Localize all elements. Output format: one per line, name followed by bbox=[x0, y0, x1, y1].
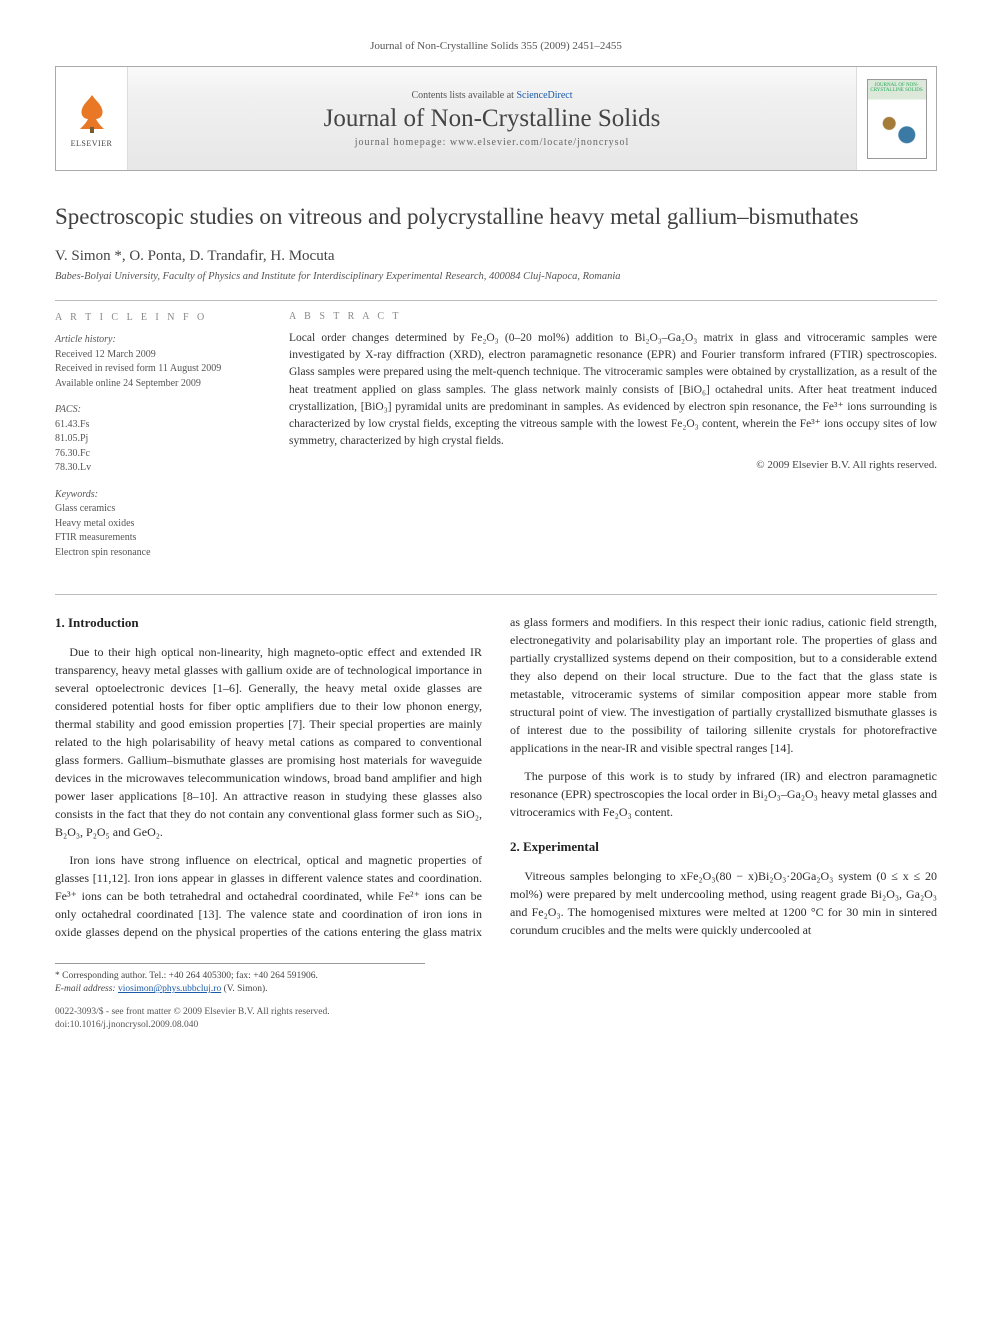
rule-top bbox=[55, 300, 937, 301]
article-info-head: A R T I C L E I N F O bbox=[55, 311, 255, 326]
abstract-copyright: © 2009 Elsevier B.V. All rights reserved… bbox=[289, 459, 937, 471]
footnote-email-label: E-mail address: bbox=[55, 984, 116, 994]
pacs-code: 61.43.Fs bbox=[55, 418, 255, 433]
journal-cover-thumb: JOURNAL OF NON-CRYSTALLINE SOLIDS bbox=[867, 79, 927, 159]
footnote-corr: * Corresponding author. Tel.: +40 264 40… bbox=[55, 970, 425, 983]
authors: V. Simon *, O. Ponta, D. Trandafir, H. M… bbox=[55, 248, 937, 265]
journal-homepage: journal homepage: www.elsevier.com/locat… bbox=[355, 137, 630, 148]
abstract-body: Local order changes determined by Fe₂O₃ … bbox=[289, 330, 937, 451]
article-info-column: A R T I C L E I N F O Article history: R… bbox=[55, 311, 255, 573]
journal-name: Journal of Non-Crystalline Solids bbox=[324, 105, 661, 133]
affiliation: Babes-Bolyai University, Faculty of Phys… bbox=[55, 271, 937, 282]
publisher-label: ELSEVIER bbox=[71, 139, 113, 148]
history-label: Article history: bbox=[55, 333, 255, 348]
section-1-head: 1. Introduction bbox=[55, 613, 482, 633]
corresponding-footnote: * Corresponding author. Tel.: +40 264 40… bbox=[55, 963, 425, 997]
keyword: FTIR measurements bbox=[55, 531, 255, 546]
pacs-code: 78.30.Lv bbox=[55, 461, 255, 476]
keyword: Electron spin resonance bbox=[55, 546, 255, 561]
sciencedirect-link[interactable]: ScienceDirect bbox=[516, 90, 572, 101]
cover-thumb-block: JOURNAL OF NON-CRYSTALLINE SOLIDS bbox=[856, 67, 936, 170]
contents-prefix: Contents lists available at bbox=[411, 90, 516, 101]
publisher-logo-block: ELSEVIER bbox=[56, 67, 128, 170]
pacs-label: PACS: bbox=[55, 403, 255, 418]
front-matter-line: 0022-3093/$ - see front matter © 2009 El… bbox=[55, 1006, 937, 1019]
running-head: Journal of Non-Crystalline Solids 355 (2… bbox=[55, 40, 937, 52]
journal-banner: ELSEVIER Contents lists available at Sci… bbox=[55, 66, 937, 171]
footnote-email-link[interactable]: viosimon@phys.ubbcluj.ro bbox=[118, 984, 221, 994]
footnote-email-suffix: (V. Simon). bbox=[224, 984, 268, 994]
contents-line: Contents lists available at ScienceDirec… bbox=[411, 90, 572, 101]
section-2-head: 2. Experimental bbox=[510, 837, 937, 857]
pacs-code: 81.05.Pj bbox=[55, 432, 255, 447]
keywords-block: Keywords: Glass ceramics Heavy metal oxi… bbox=[55, 488, 255, 561]
pacs-code: 76.30.Fc bbox=[55, 447, 255, 462]
abstract-head: A B S T R A C T bbox=[289, 311, 937, 322]
keyword: Glass ceramics bbox=[55, 502, 255, 517]
article-history: Article history: Received 12 March 2009 … bbox=[55, 333, 255, 391]
section-1-paragraph: The purpose of this work is to study by … bbox=[510, 767, 937, 821]
section-1-paragraph: Due to their high optical non-linearity,… bbox=[55, 643, 482, 841]
banner-middle: Contents lists available at ScienceDirec… bbox=[128, 67, 856, 170]
history-line: Available online 24 September 2009 bbox=[55, 377, 255, 392]
footnote-email-line: E-mail address: viosimon@phys.ubbcluj.ro… bbox=[55, 983, 425, 996]
doi-line: doi:10.1016/j.jnoncrysol.2009.08.040 bbox=[55, 1019, 937, 1032]
elsevier-tree-icon bbox=[70, 89, 114, 137]
keyword: Heavy metal oxides bbox=[55, 517, 255, 532]
article-title: Spectroscopic studies on vitreous and po… bbox=[55, 203, 937, 232]
rule-bottom bbox=[55, 594, 937, 595]
pacs-block: PACS: 61.43.Fs 81.05.Pj 76.30.Fc 78.30.L… bbox=[55, 403, 255, 476]
history-line: Received 12 March 2009 bbox=[55, 348, 255, 363]
body-columns: 1. Introduction Due to their high optica… bbox=[55, 613, 937, 945]
doi-block: 0022-3093/$ - see front matter © 2009 El… bbox=[55, 1006, 937, 1032]
keywords-label: Keywords: bbox=[55, 488, 255, 503]
section-2-paragraph: Vitreous samples belonging to xFe₂O₃(80 … bbox=[510, 867, 937, 939]
history-line: Received in revised form 11 August 2009 bbox=[55, 362, 255, 377]
abstract-column: A B S T R A C T Local order changes dete… bbox=[289, 311, 937, 573]
